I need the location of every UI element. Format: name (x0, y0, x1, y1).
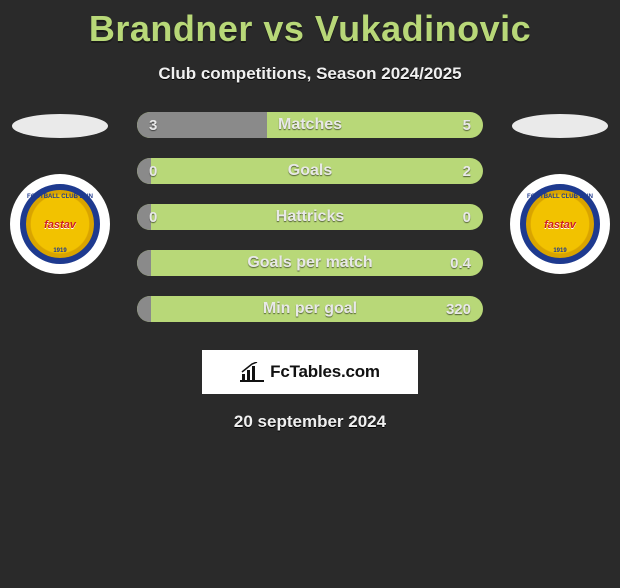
subtitle: Club competitions, Season 2024/2025 (0, 64, 620, 84)
stats-rows: 3 Matches 5 0 Goals 2 0 Hattricks 0 Goals per mat… (137, 112, 483, 322)
club-badge-year: 1919 (53, 248, 66, 254)
stat-value-right: 0 (463, 209, 471, 226)
club-badge-logo-text: fastav (544, 219, 576, 231)
stat-value-left: 3 (149, 117, 157, 134)
stat-value-right: 2 (463, 163, 471, 180)
stat-label: Goals (288, 162, 332, 180)
bar-chart-icon (240, 362, 264, 382)
stat-row: 3 Matches 5 (137, 112, 483, 138)
club-badge-left-inner: FOOTBALL CLUB ZLIN fastav 1919 (20, 184, 100, 264)
stat-value-right: 0.4 (450, 255, 471, 272)
club-badge-logo-text: fastav (44, 219, 76, 231)
stat-value-left: 0 (149, 163, 157, 180)
player-left-avatar (12, 114, 108, 138)
stat-label: Matches (278, 116, 342, 134)
stat-label: Goals per match (247, 254, 372, 272)
club-badge-top-text: FOOTBALL CLUB ZLIN (527, 194, 593, 200)
club-badge-right-inner: FOOTBALL CLUB ZLIN fastav 1919 (520, 184, 600, 264)
club-badge-left: FOOTBALL CLUB ZLIN fastav 1919 (10, 174, 110, 274)
stat-value-right: 320 (446, 301, 471, 318)
date-label: 20 september 2024 (0, 412, 620, 432)
club-badge-top-text: FOOTBALL CLUB ZLIN (27, 194, 93, 200)
page-title: Brandner vs Vukadinovic (0, 8, 620, 50)
player-right-column: FOOTBALL CLUB ZLIN fastav 1919 (500, 112, 620, 274)
stat-value-right: 5 (463, 117, 471, 134)
compare-area: FOOTBALL CLUB ZLIN fastav 1919 FOOTBALL … (0, 112, 620, 322)
branding-text: FcTables.com (270, 362, 380, 382)
branding-box[interactable]: FcTables.com (202, 350, 418, 394)
stat-value-left: 0 (149, 209, 157, 226)
club-badge-right: FOOTBALL CLUB ZLIN fastav 1919 (510, 174, 610, 274)
stat-label: Min per goal (263, 300, 357, 318)
player-right-avatar (512, 114, 608, 138)
stat-row: Goals per match 0.4 (137, 250, 483, 276)
stat-fill-left (137, 296, 151, 322)
stat-row: 0 Hattricks 0 (137, 204, 483, 230)
player-left-column: FOOTBALL CLUB ZLIN fastav 1919 (0, 112, 120, 274)
stat-row: Min per goal 320 (137, 296, 483, 322)
club-badge-year: 1919 (553, 248, 566, 254)
stat-fill-left (137, 250, 151, 276)
stat-row: 0 Goals 2 (137, 158, 483, 184)
stat-label: Hattricks (276, 208, 344, 226)
